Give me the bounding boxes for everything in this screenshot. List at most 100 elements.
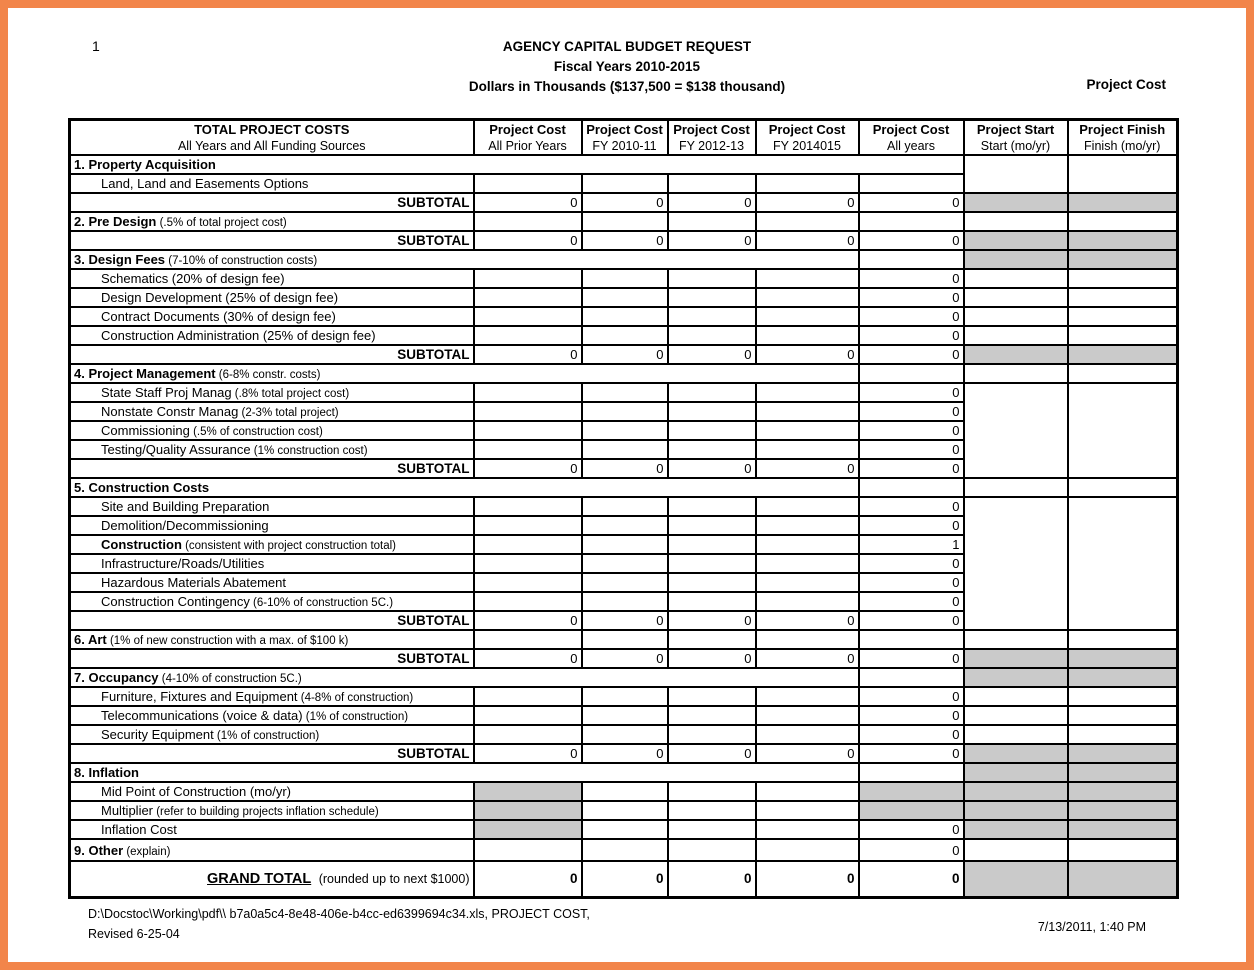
row-note: (6-8% constr. costs)	[215, 369, 321, 381]
cost-cell: 0	[857, 860, 965, 898]
cost-cell	[472, 420, 583, 441]
cost-cell	[580, 439, 669, 460]
finish-cell	[1066, 724, 1179, 745]
finish-cell	[1066, 838, 1179, 862]
row-label: Security Equipment	[101, 727, 214, 742]
cost-cell	[754, 781, 860, 802]
row-note: (.5% of total project cost)	[156, 217, 287, 229]
footer-datetime: 7/13/2011, 1:40 PM	[1037, 920, 1146, 934]
cost-cell	[666, 420, 757, 441]
row-label-cell: Site and Building Preparation	[68, 496, 475, 517]
cost-cell: 0	[754, 860, 860, 898]
cost-cell	[754, 325, 860, 346]
cost-cell	[580, 211, 669, 232]
cost-cell	[580, 382, 669, 403]
cost-cell	[580, 420, 669, 441]
cost-cell: 0	[754, 230, 860, 251]
cost-cell	[666, 401, 757, 422]
header-fy-2010-11: Project Cost FY 2010-11	[580, 118, 669, 156]
cost-cell: 0	[666, 860, 757, 898]
finish-cell	[1066, 268, 1179, 289]
row-label-cell: Mid Point of Construction (mo/yr)	[68, 781, 475, 802]
cost-cell	[754, 439, 860, 460]
row-label-cell: SUBTOTAL	[68, 230, 475, 251]
cost-cell	[580, 838, 669, 862]
row-label: Telecommunications (voice & data)	[101, 708, 303, 723]
row-label: Design Development (25% of design fee)	[101, 290, 339, 305]
cost-cell	[857, 629, 965, 650]
cost-cell: 0	[580, 610, 669, 631]
row-note: (4-10% of construction 5C.)	[158, 673, 302, 685]
corner-project-cost-label: Project Cost	[1086, 77, 1166, 92]
row-note: (6-10% of construction 5C.)	[249, 597, 394, 609]
row-label-cell: Construction Contingency (6-10% of const…	[68, 591, 475, 612]
cost-cell	[666, 800, 757, 821]
cost-cell: 0	[666, 610, 757, 631]
finish-cell	[1066, 382, 1179, 479]
section-row: 9. Other (explain) 0	[68, 838, 1179, 862]
finish-cell	[1066, 306, 1179, 327]
cost-cell	[754, 800, 860, 821]
row-label-cell: Infrastructure/Roads/Utilities	[68, 553, 475, 574]
cost-cell: 0	[857, 382, 965, 403]
cost-cell	[666, 629, 757, 650]
cost-cell	[754, 553, 860, 574]
finish-cell	[1066, 344, 1179, 365]
row-label-cell: Hazardous Materials Abatement	[68, 572, 475, 593]
cost-cell: 0	[857, 230, 965, 251]
finish-cell	[1066, 192, 1179, 213]
row-label-cell: Contract Documents (30% of design fee)	[68, 306, 475, 327]
row-label: Land, Land and Easements Options	[101, 176, 309, 191]
item-row: State Staff Proj Manag (.8% total projec…	[68, 382, 1179, 479]
finish-cell	[1066, 496, 1179, 631]
cost-cell	[857, 363, 965, 384]
budget-table-body: TOTAL PROJECT COSTS All Years and All Fu…	[68, 118, 1179, 898]
row-note: (rounded up to next $1000)	[315, 871, 470, 886]
row-label-cell: Commissioning (.5% of construction cost)	[68, 420, 475, 441]
cost-cell	[754, 838, 860, 862]
start-cell	[962, 496, 1069, 631]
finish-cell	[1066, 363, 1179, 384]
row-label-cell: Telecommunications (voice & data) (1% of…	[68, 705, 475, 726]
header-project-start: Project Start Start (mo/yr)	[962, 118, 1069, 156]
cost-cell: 0	[857, 420, 965, 441]
cost-cell	[754, 496, 860, 517]
row-note: (2-3% total project)	[238, 407, 339, 419]
cost-cell	[666, 268, 757, 289]
row-label: 7. Occupancy	[74, 670, 159, 685]
start-cell	[962, 724, 1069, 745]
cost-cell	[580, 686, 669, 707]
subtotal-row: SUBTOTAL 0 0 0 0 0	[68, 230, 1179, 251]
section-row: 5. Construction Costs	[68, 477, 1179, 498]
cost-cell	[580, 534, 669, 555]
cost-cell	[754, 629, 860, 650]
cost-cell	[754, 515, 860, 536]
cost-cell	[754, 534, 860, 555]
cost-cell: 0	[857, 553, 965, 574]
subtotal-row: SUBTOTAL 0 0 0 0 0	[68, 192, 1179, 213]
start-cell	[962, 249, 1069, 270]
cost-cell	[857, 667, 965, 688]
cost-cell	[666, 686, 757, 707]
header-total-project-costs: TOTAL PROJECT COSTS All Years and All Fu…	[68, 118, 475, 156]
row-label: Mid Point of Construction (mo/yr)	[101, 784, 292, 799]
cost-cell	[666, 287, 757, 308]
row-label-cell: 9. Other (explain)	[68, 838, 475, 862]
cost-cell: 0	[666, 230, 757, 251]
header-all-years: Project Cost All years	[857, 118, 965, 156]
start-cell	[962, 762, 1069, 783]
header-fy-2014-15: Project Cost FY 2014015	[754, 118, 860, 156]
subtotal-label: SUBTOTAL	[397, 233, 470, 248]
row-label-cell: Multiplier (refer to building projects i…	[68, 800, 475, 821]
start-cell	[962, 192, 1069, 213]
cost-cell	[666, 553, 757, 574]
cost-cell	[754, 268, 860, 289]
header-fy-2012-13: Project Cost FY 2012-13	[666, 118, 757, 156]
cost-cell	[666, 781, 757, 802]
finish-cell	[1066, 325, 1179, 346]
cost-cell: 0	[580, 458, 669, 479]
item-row: Furniture, Fixtures and Equipment (4-8% …	[68, 686, 1179, 707]
cost-cell: 0	[580, 648, 669, 669]
cost-cell	[580, 325, 669, 346]
finish-cell	[1066, 648, 1179, 669]
